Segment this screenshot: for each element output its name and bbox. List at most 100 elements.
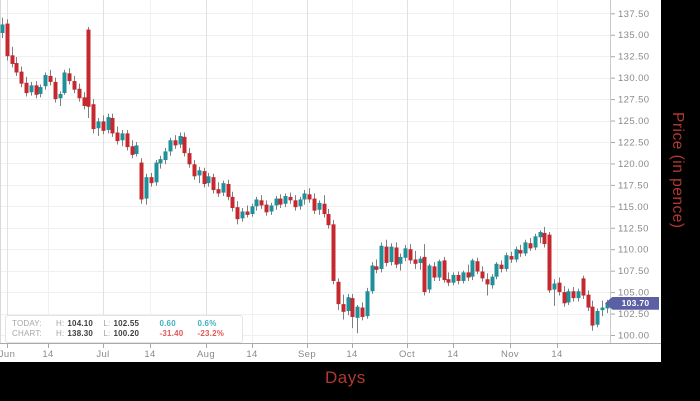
candle-down <box>509 256 514 260</box>
candle-down <box>14 63 19 73</box>
candle-up <box>120 133 125 141</box>
candle-down <box>77 88 82 99</box>
candle-down <box>67 73 72 82</box>
candle-down <box>182 136 187 154</box>
candle-up <box>274 198 279 206</box>
candle-down <box>101 121 106 131</box>
candle-up <box>600 307 605 311</box>
y-tick-label: 107.50 <box>618 266 649 277</box>
legend-row-today: TODAY: H: 104.10 L: 102.55 0.60 0.6% <box>12 319 235 329</box>
x-tick-label: Sep <box>298 349 316 360</box>
candle-down <box>456 274 461 281</box>
y-tick-label: 100.00 <box>618 330 649 341</box>
candle-down <box>413 259 418 264</box>
candle-down <box>278 198 283 205</box>
x-tick-label: 14 <box>246 349 257 360</box>
candle-down <box>518 250 523 254</box>
candle-down <box>466 272 471 278</box>
candle-up <box>533 236 538 248</box>
candle-up <box>254 199 259 207</box>
candle-down <box>322 203 327 215</box>
candle-up <box>158 159 163 164</box>
candle-down <box>374 266 379 270</box>
candle-down <box>590 306 595 326</box>
candle-down <box>53 81 58 100</box>
candle-down <box>226 184 231 197</box>
candle-down <box>5 23 10 57</box>
candle-down <box>130 146 135 155</box>
last-price-value: 103.70 <box>621 297 650 308</box>
x-tick-label: Oct <box>399 349 415 360</box>
legend-box: TODAY: H: 104.10 L: 102.55 0.60 0.6% CHA… <box>5 315 244 343</box>
legend-row-chart: CHART: H: 138.30 L: 100.20 -31.40 -23.2% <box>12 329 235 339</box>
high-key: H: <box>56 329 65 338</box>
candle-down <box>110 117 115 134</box>
candle-down <box>48 75 53 82</box>
x-tick-label: 14 <box>42 349 53 360</box>
low-key: L: <box>103 319 111 328</box>
candle-down <box>211 177 216 191</box>
y-tick-label: 102.50 <box>618 309 649 320</box>
today-change-value: 0.60 <box>159 319 176 328</box>
candle-up <box>389 246 394 263</box>
candle-down <box>331 224 336 281</box>
candle-up <box>355 306 360 318</box>
candle-up <box>566 291 571 303</box>
candle-up <box>58 93 63 99</box>
legend-today-label: TODAY: <box>12 319 42 328</box>
candle-down <box>394 247 399 265</box>
candle-down <box>336 281 341 305</box>
candle-down <box>586 294 591 308</box>
candle-up <box>346 297 351 311</box>
candle-up <box>451 274 456 283</box>
candle-up <box>269 205 274 212</box>
right-margin-panel: Price (in pence) <box>661 0 700 401</box>
chart-low-value: 100.20 <box>113 329 140 338</box>
today-high-value: 104.10 <box>67 319 94 328</box>
candle-up <box>154 162 159 183</box>
candle-down <box>485 279 490 285</box>
low-key: L: <box>103 329 111 338</box>
candle-up <box>221 183 226 193</box>
candle-down <box>139 162 144 200</box>
candle-up <box>197 170 202 176</box>
candle-up <box>490 276 495 286</box>
x-tick-label: Nov <box>501 349 519 360</box>
candle-down <box>10 55 15 64</box>
candle-down <box>557 282 562 293</box>
x-tick-label: 14 <box>447 349 458 360</box>
candle-up <box>43 75 48 87</box>
candle-down <box>312 198 317 211</box>
candle-down <box>547 234 552 291</box>
candle-up <box>38 87 43 94</box>
candle-up <box>398 256 403 264</box>
y-axis-title: Price (in pence) <box>669 112 686 229</box>
last-price-badge: 103.70 <box>605 296 659 310</box>
candle-down <box>187 153 192 165</box>
candle-up <box>370 265 375 292</box>
candle-down <box>581 278 586 296</box>
x-tick-label: 14 <box>551 349 562 360</box>
candle-down <box>245 211 250 215</box>
legend-chart-label: CHART: <box>12 329 42 338</box>
today-change-percent: 0.6% <box>197 319 217 328</box>
y-tick-label: 135.00 <box>618 30 649 41</box>
y-tick-label: 117.50 <box>618 180 649 191</box>
price-chart-svg[interactable]: Jun 14 Jul 14 Aug 14 Sep 14 Oct 14 Nov 14 137.50 135.… <box>0 0 661 362</box>
x-tick-label: 14 <box>346 349 357 360</box>
candle-up <box>365 291 370 317</box>
candle-down <box>72 81 77 90</box>
candle-down <box>192 164 197 177</box>
candle-up <box>250 206 255 215</box>
y-tick-label: 112.50 <box>618 223 649 234</box>
candle-down <box>235 207 240 220</box>
candle-up <box>437 261 442 278</box>
candle-down <box>149 177 154 184</box>
candle-down <box>480 271 485 279</box>
candle-up <box>379 245 384 269</box>
candle-down <box>293 200 298 208</box>
candle-down <box>562 292 567 304</box>
today-low-value: 102.55 <box>113 319 140 328</box>
candle-down <box>341 304 346 312</box>
